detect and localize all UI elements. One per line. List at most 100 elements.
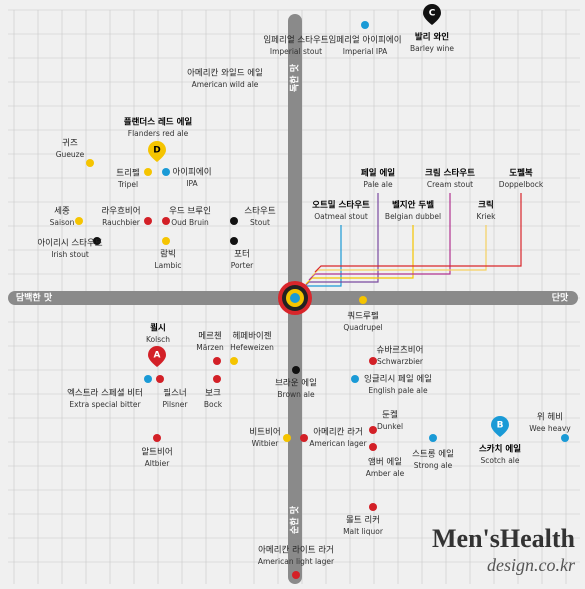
pin-shape: [148, 346, 166, 367]
beer-name-en: Scotch ale: [481, 456, 520, 465]
beer-name-en: Altbier: [145, 459, 171, 468]
beer-dot: [153, 434, 161, 442]
connector-lines: [299, 193, 522, 293]
beer-name-en: Bock: [204, 400, 223, 409]
beer-name-en: IPA: [186, 179, 198, 188]
beer-name-en: Hefeweizen: [230, 343, 274, 352]
connector-line: [305, 225, 414, 285]
beer-name-ko: 스트롱 에일: [412, 450, 454, 460]
connector-line: [311, 225, 487, 277]
beer-name-en: Schwarzbier: [377, 357, 424, 366]
beer-dot: [361, 21, 369, 29]
beer-name-ko: 아메리칸 와일드 에일: [187, 68, 263, 79]
beer-name-en: Strong ale: [414, 461, 453, 470]
beer-name-ko: 크릭: [478, 200, 494, 211]
beer-name-ko: 메르첸: [198, 331, 222, 342]
beer-name-en: Belgian dubbel: [385, 212, 441, 221]
beer-name-ko: 벨지안 두벨: [392, 200, 434, 211]
beer-name-en: Cream stout: [427, 180, 473, 189]
beer-dot: [369, 357, 377, 365]
beer-dot: [351, 375, 359, 383]
beer-dot: [230, 357, 238, 365]
beer-name-en: Doppelbock: [499, 180, 544, 189]
beer-dot: [369, 426, 377, 434]
beer-name-en: Malt liquor: [343, 527, 384, 536]
beer-name-en: English pale ale: [368, 386, 428, 395]
center-target: [278, 281, 312, 315]
pin-letter: D: [153, 146, 160, 156]
beer-dot: [369, 443, 377, 451]
beer-name-ko: 도펠복: [509, 168, 533, 179]
beer-name-en: Stout: [250, 218, 270, 227]
beer-name-ko: 몰트 리커: [346, 516, 380, 526]
pin-marker: D: [148, 141, 166, 162]
pin-shape: [148, 141, 166, 162]
beer-name-ko: 페일 에일: [361, 168, 395, 179]
beer-name-en: Wee heavy: [529, 424, 571, 433]
pin-shape: [423, 4, 441, 25]
beer-name-en: American lager: [309, 439, 367, 448]
beer-name-ko: 람빅: [160, 250, 176, 260]
beer-dot: [213, 357, 221, 365]
beer-dot: [230, 237, 238, 245]
beer-name-ko: 잉글리시 페일 에일: [364, 374, 432, 385]
beer-name-en: Pilsner: [163, 400, 189, 409]
beer-name-ko: 쾰시: [150, 323, 166, 334]
beer-name-ko: 엑스트라 스페셜 비터: [67, 388, 143, 399]
beer-name-ko: 보크: [205, 389, 221, 399]
beer-dot: [561, 434, 569, 442]
beer-name-en: Kolsch: [146, 335, 170, 344]
beer-name-ko: 귀즈: [62, 138, 78, 149]
beer-name-en: Flanders red ale: [128, 129, 189, 138]
beer-name-en: Brown ale: [277, 390, 315, 399]
beer-name-ko: 비트비어: [249, 427, 280, 438]
beer-name-ko: 둔켈: [382, 410, 398, 421]
beer-dot: [283, 434, 291, 442]
beer-dot: [230, 217, 238, 225]
beer-dot: [300, 434, 308, 442]
beer-name-ko: 위 헤비: [537, 413, 563, 423]
beer-name-ko: 아메리칸 라거: [313, 427, 363, 438]
beer-name-en: Oatmeal stout: [314, 212, 368, 221]
beer-dot: [162, 217, 170, 225]
beer-name-en: Quadrupel: [343, 323, 382, 332]
beer-name-en: Kriek: [476, 212, 496, 221]
beer-dot: [162, 168, 170, 176]
beer-name-ko: 크림 스타우트: [425, 168, 475, 179]
beer-name-en: Dunkel: [377, 422, 403, 431]
beer-name-ko: 쿼드루펠: [347, 311, 378, 322]
beer-dot: [292, 571, 300, 579]
beer-name-ko: 브라운 에일: [275, 379, 317, 389]
beer-name-ko: 아메리칸 라이트 라거: [258, 545, 334, 556]
beer-dot: [75, 217, 83, 225]
beer-name-ko: 플랜더스 레드 에일: [124, 117, 193, 128]
beer-name-ko: 오트밀 스타우트: [312, 200, 370, 211]
beer-name-en: Oud Bruin: [171, 218, 209, 227]
beer-name-ko: 스타우트: [244, 207, 275, 217]
pin-marker: A: [148, 346, 166, 367]
connector-line: [314, 193, 522, 273]
axis-label-top: 독한 맛: [289, 63, 301, 92]
beer-name-ko: 라우흐비어: [101, 206, 140, 217]
beer-name-ko: 앰버 에일: [368, 457, 402, 468]
beer-name-en: Imperial stout: [270, 47, 322, 56]
beer-dot: [86, 159, 94, 167]
